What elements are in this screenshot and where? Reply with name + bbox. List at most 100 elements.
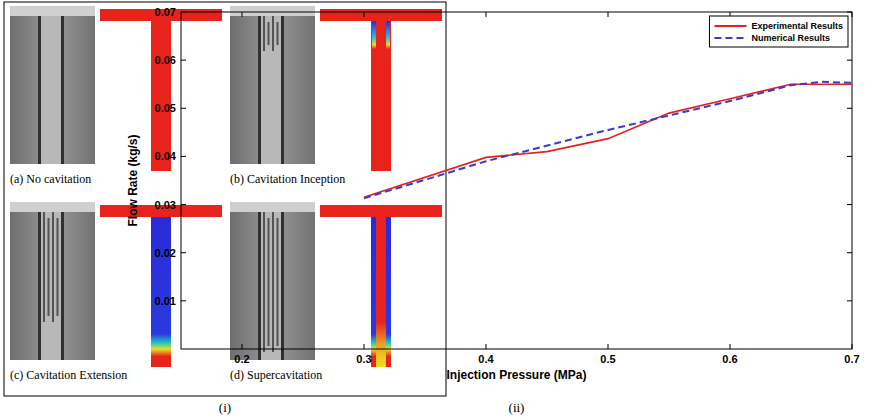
photo-tube: [40, 212, 62, 360]
photo: [230, 6, 315, 164]
y-tick: [847, 156, 852, 157]
photo-tube-wall: [38, 16, 41, 164]
x-tick: [486, 12, 487, 17]
photo-tube-wall: [258, 212, 261, 360]
y-tick-label: 0.06: [155, 54, 176, 66]
panel-frame: [4, 2, 446, 396]
y-tick-label: 0.05: [155, 102, 176, 114]
legend-label: Numerical Results: [751, 33, 830, 43]
photo-streak: [48, 218, 50, 316]
plot-frame: [181, 12, 852, 349]
y-tick: [847, 252, 852, 253]
x-tick: [608, 12, 609, 17]
y-tick-label: 0.04: [155, 150, 177, 162]
legend-box: [709, 16, 848, 47]
series-line: [364, 82, 852, 199]
photo-streak: [277, 22, 279, 45]
photo-streak: [43, 212, 45, 322]
photo-tube-wall: [258, 16, 261, 164]
y-axis-title: Flow Rate (kg/s): [126, 134, 140, 226]
contour-cavity: [386, 21, 390, 49]
y-tick-label: 0.07: [155, 6, 176, 18]
photo-tube: [260, 16, 282, 164]
panel-label: (ii): [509, 400, 525, 415]
photo-streak: [268, 218, 270, 346]
y-tick: [847, 12, 852, 13]
y-tick: [847, 300, 852, 301]
photo-tube-wall: [61, 212, 64, 360]
x-tick: [242, 12, 243, 17]
y-tick-label: 0.02: [155, 247, 176, 259]
y-tick: [181, 12, 186, 13]
photo-tube-wall: [38, 212, 41, 360]
image-cell: (c) Cavitation Extension: [10, 202, 222, 382]
x-tick: [730, 344, 731, 349]
photo: [10, 202, 95, 360]
y-tick: [181, 60, 186, 61]
contour-stem: [151, 21, 171, 171]
photo-tube: [260, 212, 282, 360]
contour-stem: [371, 21, 391, 171]
contour-cavity: [386, 217, 391, 367]
x-tick-label: 0.3: [356, 353, 371, 365]
y-tick-label: 0.01: [155, 295, 176, 307]
photo-streak: [268, 22, 270, 45]
image-cell: (b) Cavitation Inception: [230, 6, 442, 186]
photo-top: [230, 6, 315, 16]
legend-swatch: [714, 37, 746, 39]
photo-tube: [40, 16, 62, 164]
plot-lines: [364, 82, 852, 199]
photo-streak: [263, 212, 265, 352]
y-tick: [181, 108, 186, 109]
x-tick: [364, 344, 365, 349]
y-tick: [181, 156, 186, 157]
photo-streak: [57, 218, 59, 316]
caption: (d) Supercavitation: [230, 368, 322, 382]
x-axis-title: Injection Pressure (MPa): [446, 368, 586, 382]
x-tick: [852, 344, 853, 349]
y-tick-label: 0.03: [155, 199, 176, 211]
photo-top: [10, 6, 95, 16]
photo: [230, 202, 315, 360]
caption: (a) No cavitation: [10, 172, 91, 186]
contour-cavity: [371, 217, 376, 367]
contour-stem: [371, 217, 391, 367]
x-tick: [486, 344, 487, 349]
legend: Experimental Results Numerical Results: [709, 16, 848, 47]
photo-streak: [277, 218, 279, 346]
contour-stem: [151, 217, 171, 367]
photo-top: [10, 202, 95, 212]
series-line: [364, 84, 852, 197]
photo-streak: [263, 16, 265, 51]
image-cell: (a) No cavitation: [10, 6, 222, 186]
panel-label: (i): [219, 400, 231, 415]
x-tick-label: 0.4: [478, 353, 494, 365]
x-tick: [364, 12, 365, 17]
photo-streak: [272, 212, 274, 352]
caption: (c) Cavitation Extension: [10, 368, 127, 382]
figure: (a) No cavitation (b) Cavitation Inceptio…: [0, 0, 876, 417]
photo-top: [230, 202, 315, 212]
y-tick: [181, 252, 186, 253]
caption: (b) Cavitation Inception: [230, 172, 345, 186]
y-tick: [847, 60, 852, 61]
image-cell: (d) Supercavitation: [230, 202, 442, 382]
y-tick: [181, 300, 186, 301]
photo-tube-wall: [281, 212, 284, 360]
x-tick: [608, 344, 609, 349]
y-tick: [847, 108, 852, 109]
photo: [10, 6, 95, 164]
photo-streak: [272, 16, 274, 51]
x-tick: [242, 344, 243, 349]
contour-bar: [320, 9, 442, 21]
y-tick: [847, 204, 852, 205]
photo-streak: [52, 212, 54, 322]
photo-tube-wall: [61, 16, 64, 164]
photo-tube-wall: [281, 16, 284, 164]
legend-label: Experimental Results: [751, 21, 843, 31]
x-tick-label: 0.6: [722, 353, 737, 365]
x-tick: [852, 12, 853, 17]
y-tick: [181, 204, 186, 205]
x-tick-label: 0.7: [844, 353, 859, 365]
x-tick-label: 0.2: [234, 353, 249, 365]
